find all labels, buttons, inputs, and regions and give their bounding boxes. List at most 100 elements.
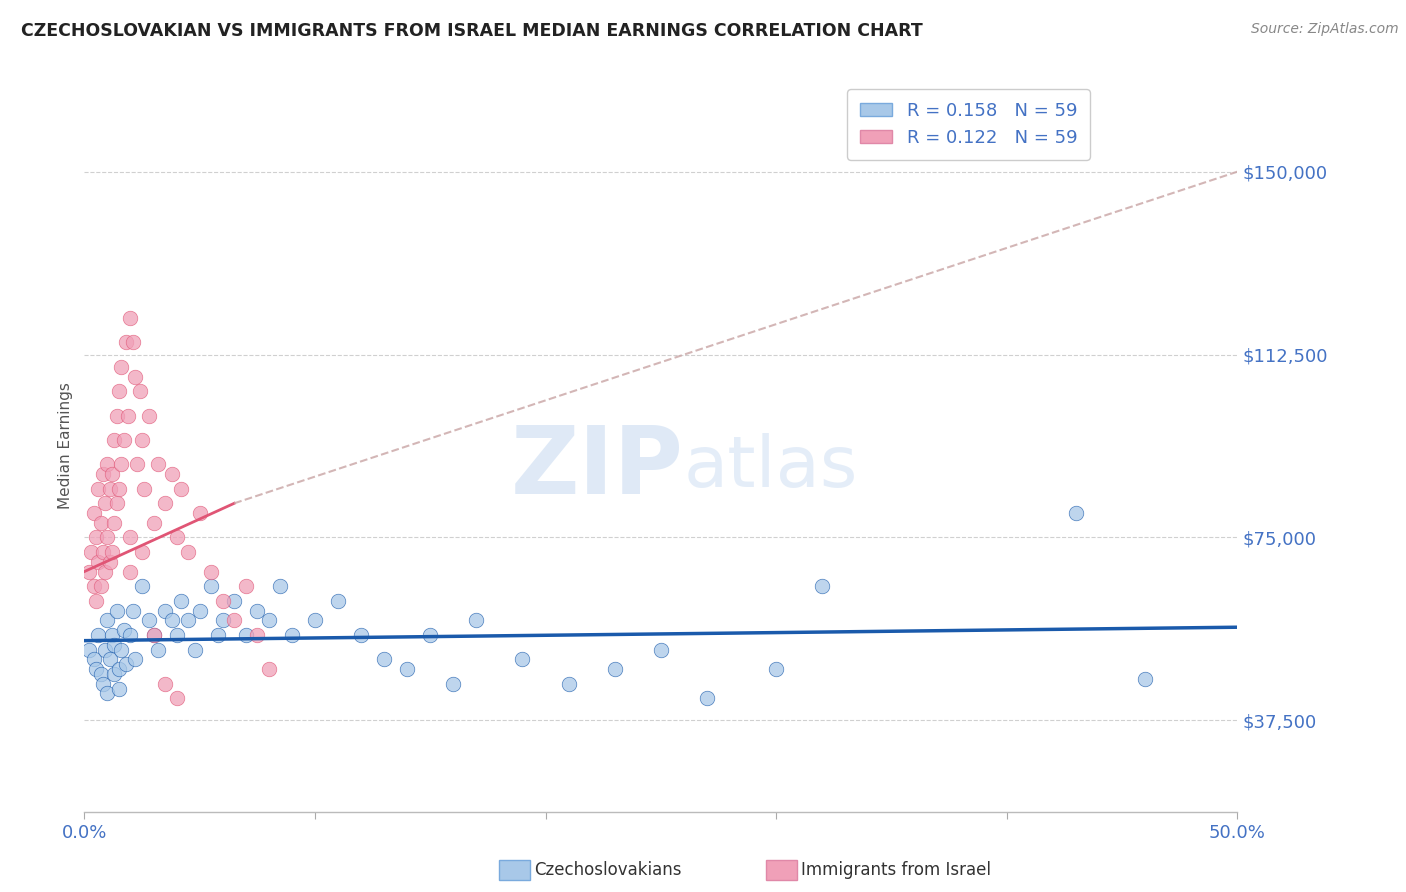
- Point: [110, 359, 132, 374]
- Point: [91, 676, 114, 690]
- Point: [120, 530, 142, 544]
- Point: [77, 642, 100, 657]
- Point: [465, 613, 488, 627]
- Point: [101, 545, 124, 559]
- Point: [1064, 506, 1087, 520]
- Point: [142, 628, 165, 642]
- Point: [246, 628, 269, 642]
- Point: [211, 594, 233, 608]
- Point: [87, 482, 110, 496]
- Point: [765, 662, 787, 676]
- Point: [105, 496, 128, 510]
- Point: [112, 433, 135, 447]
- Point: [84, 662, 107, 676]
- Point: [131, 579, 153, 593]
- Point: [108, 482, 131, 496]
- Point: [166, 628, 188, 642]
- Point: [153, 676, 176, 690]
- Text: atlas: atlas: [683, 434, 858, 502]
- Point: [146, 457, 169, 471]
- Point: [419, 628, 441, 642]
- Point: [96, 686, 118, 700]
- Point: [115, 657, 138, 672]
- Point: [96, 457, 118, 471]
- Point: [512, 652, 534, 666]
- Point: [224, 594, 246, 608]
- Point: [98, 555, 121, 569]
- Point: [142, 516, 165, 530]
- Point: [84, 530, 107, 544]
- Point: [103, 638, 125, 652]
- Point: [811, 579, 834, 593]
- Point: [89, 516, 111, 530]
- Text: Czechoslovakians: Czechoslovakians: [534, 861, 682, 879]
- Point: [101, 467, 124, 481]
- Point: [83, 506, 105, 520]
- Point: [696, 691, 718, 706]
- Point: [112, 623, 135, 637]
- Point: [200, 565, 222, 579]
- Point: [177, 613, 200, 627]
- Point: [257, 613, 280, 627]
- Point: [91, 467, 114, 481]
- Point: [211, 613, 233, 627]
- Point: [235, 579, 257, 593]
- Point: [603, 662, 626, 676]
- Point: [121, 603, 143, 617]
- Point: [326, 594, 349, 608]
- Text: Immigrants from Israel: Immigrants from Israel: [801, 861, 991, 879]
- Y-axis label: Median Earnings: Median Earnings: [58, 383, 73, 509]
- Point: [188, 603, 211, 617]
- Point: [131, 433, 153, 447]
- Point: [110, 457, 132, 471]
- Point: [160, 467, 183, 481]
- Point: [98, 482, 121, 496]
- Point: [87, 555, 110, 569]
- Point: [117, 409, 139, 423]
- Point: [94, 642, 117, 657]
- Point: [77, 565, 100, 579]
- Point: [131, 545, 153, 559]
- Point: [396, 662, 419, 676]
- Point: [304, 613, 326, 627]
- Point: [83, 652, 105, 666]
- Point: [160, 613, 183, 627]
- Point: [87, 628, 110, 642]
- Point: [153, 496, 176, 510]
- Point: [96, 530, 118, 544]
- Point: [98, 652, 121, 666]
- Point: [80, 545, 103, 559]
- Point: [142, 628, 165, 642]
- Point: [138, 613, 160, 627]
- Point: [207, 628, 229, 642]
- Point: [84, 594, 107, 608]
- Point: [269, 579, 291, 593]
- Point: [373, 652, 395, 666]
- Legend: R = 0.158   N = 59, R = 0.122   N = 59: R = 0.158 N = 59, R = 0.122 N = 59: [846, 89, 1090, 160]
- Point: [166, 691, 188, 706]
- Point: [103, 433, 125, 447]
- Point: [108, 681, 131, 696]
- Point: [115, 335, 138, 350]
- Point: [105, 409, 128, 423]
- Point: [120, 311, 142, 326]
- Point: [110, 642, 132, 657]
- Point: [153, 603, 176, 617]
- Point: [650, 642, 672, 657]
- Point: [105, 603, 128, 617]
- Point: [108, 384, 131, 398]
- Point: [235, 628, 257, 642]
- Point: [124, 652, 146, 666]
- Point: [83, 579, 105, 593]
- Point: [89, 667, 111, 681]
- Text: ZIP: ZIP: [510, 422, 683, 514]
- Point: [124, 369, 146, 384]
- Point: [166, 530, 188, 544]
- Point: [188, 506, 211, 520]
- Point: [170, 482, 193, 496]
- Point: [138, 409, 160, 423]
- Point: [184, 642, 207, 657]
- Point: [441, 676, 464, 690]
- Point: [96, 613, 118, 627]
- Text: Source: ZipAtlas.com: Source: ZipAtlas.com: [1251, 22, 1399, 37]
